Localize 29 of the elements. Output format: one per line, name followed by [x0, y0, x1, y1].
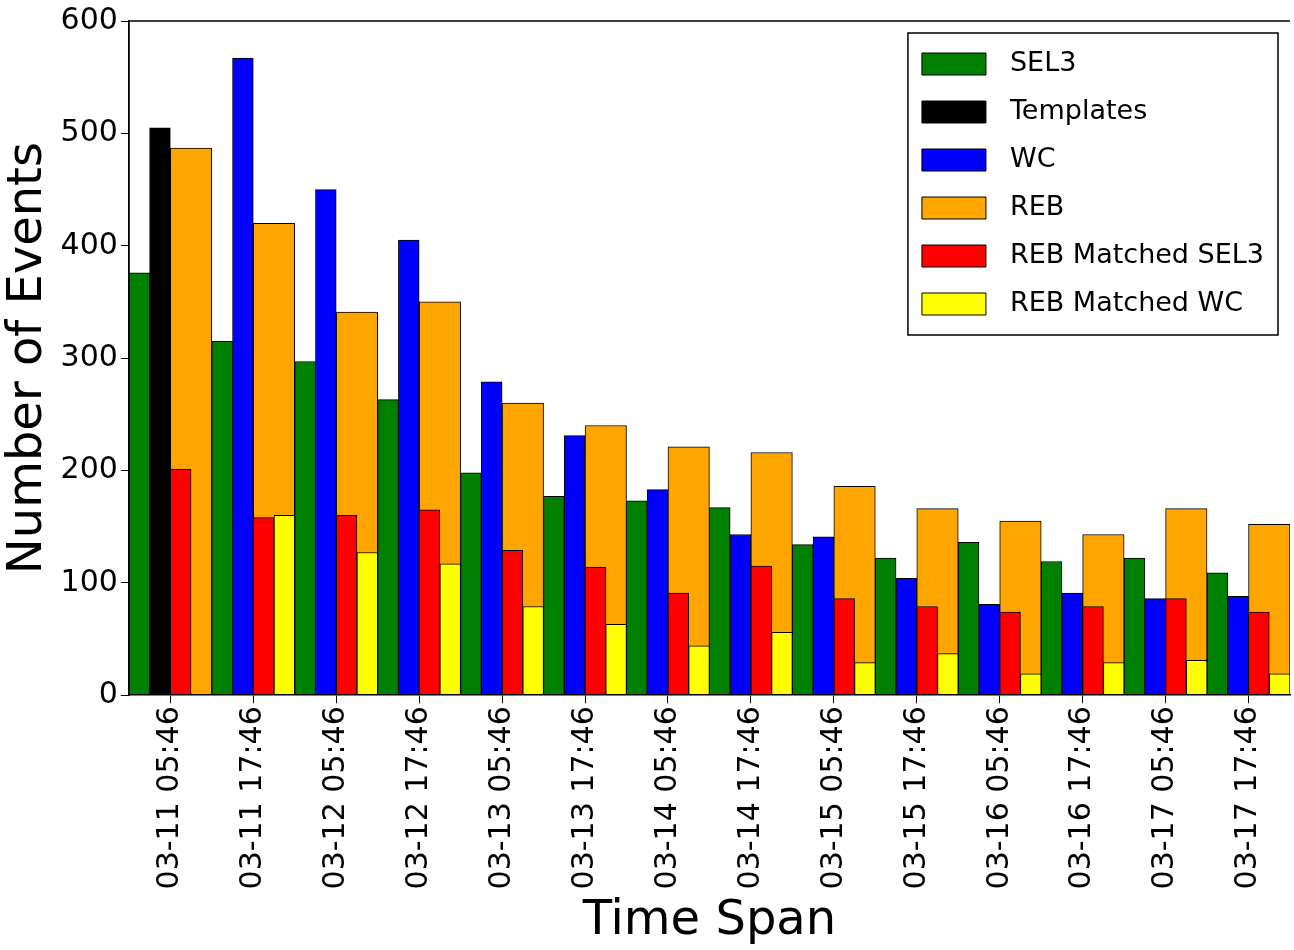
x-tick-label: 03-15 05:46 — [813, 706, 849, 890]
legend-label: WC — [1009, 142, 1056, 174]
x-tick-label: 03-16 05:46 — [979, 706, 1015, 890]
y-tick-label: 300 — [60, 337, 118, 373]
y-tick-label: 200 — [60, 450, 118, 486]
legend-label: REB Matched WC — [1009, 286, 1244, 318]
x-tick-label: 03-15 17:46 — [896, 706, 932, 890]
x-tick-label: 03-13 05:46 — [481, 706, 517, 890]
y-tick-label: 100 — [60, 562, 118, 598]
y-tick-label: 400 — [60, 225, 118, 261]
y-tick-label: 500 — [60, 113, 118, 149]
y-tick-label: 600 — [60, 0, 118, 36]
x-tick-label: 03-11 17:46 — [233, 706, 269, 890]
x-tick-label: 03-16 17:46 — [1062, 706, 1098, 890]
x-tick-label: 03-14 17:46 — [730, 706, 766, 890]
legend-label: REB Matched SEL3 — [1009, 238, 1264, 270]
x-tick-label: 03-17 17:46 — [1228, 706, 1264, 890]
x-axis-title: Time Span — [581, 888, 837, 945]
x-tick-label: 03-12 17:46 — [398, 706, 434, 890]
x-tick-label: 03-13 17:46 — [564, 706, 600, 890]
x-tick-label: 03-11 05:46 — [150, 706, 186, 890]
y-tick-label: 0 — [98, 675, 118, 711]
x-tick-label: 03-17 05:46 — [1145, 706, 1181, 890]
legend-label: REB — [1009, 190, 1065, 222]
y-axis-title: Number of Events — [0, 142, 53, 575]
x-tick-label: 03-12 05:46 — [316, 706, 351, 890]
legend-label: SEL3 — [1009, 46, 1077, 78]
x-tick-label: 03-14 05:46 — [647, 706, 683, 890]
legend-label: Templates — [1008, 94, 1148, 126]
